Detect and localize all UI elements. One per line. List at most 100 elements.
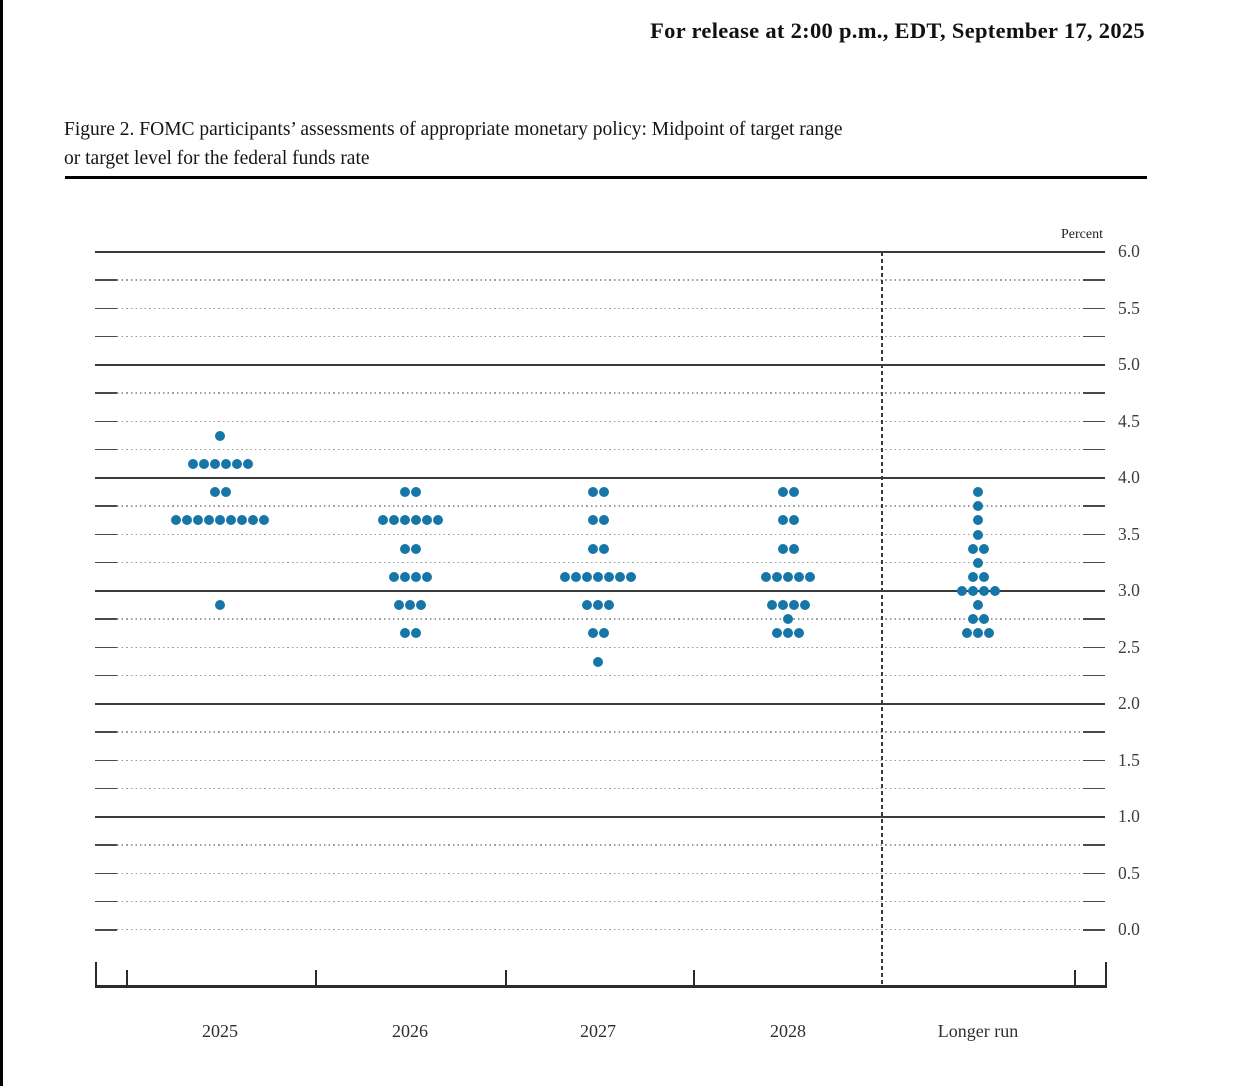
fomc-dot [777,487,788,498]
y-grid-left-tick [95,279,117,281]
separator-dashed-line [881,252,883,988]
y-grid-left-tick [95,844,117,846]
fomc-dot [772,571,782,582]
fomc-dot [626,571,636,582]
fomc-dot [388,571,399,582]
y-grid-left-tick [95,731,117,733]
y-grid-right-tick [1083,844,1105,846]
y-grid-right-tick [1083,335,1105,338]
y-grid-right-tick [1083,759,1105,762]
y-grid-right-tick [1083,505,1105,507]
fomc-dot [193,515,203,526]
fomc-dot [788,487,799,498]
fomc-dot [237,515,247,526]
fomc-dot [978,586,989,596]
gridline-dotted [117,646,1083,648]
fomc-dot [399,628,410,639]
fomc-dot [973,557,983,568]
fomc-dot [615,571,625,582]
axis-category-tick [315,970,317,985]
fomc-dot [593,600,603,611]
fomc-dot [978,571,989,582]
gridline-solid [95,816,1105,818]
y-grid-right-tick [1083,872,1105,875]
y-axis-tick-label: 0.5 [1118,862,1140,883]
gridline-dotted [117,674,1083,677]
y-axis-tick-label: 2.0 [1118,693,1140,713]
fomc-dot [410,628,421,639]
y-axis-tick-label: 3.5 [1118,523,1140,544]
fomc-dot [973,628,983,639]
y-axis-tick-label: 1.0 [1118,806,1140,826]
fomc-dot [598,628,609,639]
fomc-dot [598,543,609,554]
fomc-dot [259,515,269,526]
fomc-dot [242,458,253,469]
fomc-dot [973,529,983,540]
fomc-dot [805,571,815,582]
release-header: For release at 2:00 p.m., EDT, September… [650,18,1145,43]
fomc-dot [410,487,421,498]
fomc-dot [410,543,421,554]
fomc-dot [209,458,220,469]
fomc-dot [215,515,225,526]
y-grid-left-tick [95,929,117,931]
y-grid-right-tick [1083,561,1105,564]
fomc-dot [593,656,603,667]
category-label: 2025 [202,1021,238,1041]
fomc-dot [399,487,410,498]
category-label: 2026 [392,1021,428,1041]
fomc-dot [377,515,388,526]
category-label: 2027 [580,1021,616,1041]
fomc-dot [783,614,793,625]
y-axis-unit-label: Percent [1061,227,1103,242]
gridline-dotted [117,731,1083,733]
y-grid-right-tick [1083,731,1105,733]
fomc-dot [788,600,799,611]
gridline-dotted [117,787,1083,790]
fomc-dot [604,600,614,611]
fomc-dot [978,614,989,625]
gridline-dotted [117,533,1083,535]
fomc-dot [973,600,983,611]
fomc-dot [209,487,220,498]
gridline-solid [95,477,1105,479]
fomc-dot [220,487,231,498]
gridline-dotted [117,505,1083,507]
fomc-dot [187,458,198,469]
fomc-dot [598,487,609,498]
y-grid-right-tick [1083,420,1105,423]
fomc-dot [604,571,614,582]
fomc-dot [973,487,983,498]
fomc-dot [582,600,592,611]
fomc-dot [226,515,236,526]
fomc-dot [231,458,242,469]
y-grid-left-tick [95,533,117,536]
fomc-dot [215,430,225,441]
fomc-dot [399,571,410,582]
y-grid-left-tick [95,787,117,790]
fomc-dot [962,628,972,639]
y-grid-right-tick [1083,279,1105,281]
y-grid-left-tick [95,561,117,564]
category-label: 2028 [770,1021,806,1041]
fomc-dot [416,600,426,611]
y-grid-left-tick [95,307,117,310]
y-grid-left-tick [95,646,117,649]
fomc-dot [967,571,978,582]
y-grid-left-tick [95,872,117,875]
gridline-dotted [117,448,1083,451]
fomc-dot [587,628,598,639]
axis-category-tick [1074,970,1076,985]
fomc-dot [399,543,410,554]
gridline-solid [95,590,1105,592]
fomc-dot [220,458,231,469]
axis-category-tick [693,970,695,985]
y-grid-right-tick [1083,674,1105,677]
page-left-border [0,0,3,1086]
y-grid-left-tick [95,618,117,620]
fomc-dot [799,600,810,611]
fomc-dot [989,586,1000,596]
y-grid-left-tick [95,900,117,903]
